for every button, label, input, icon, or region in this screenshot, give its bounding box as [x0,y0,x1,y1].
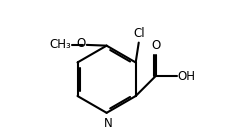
Text: OH: OH [177,70,195,83]
Text: O: O [150,39,159,52]
Text: O: O [76,37,86,50]
Text: CH₃: CH₃ [49,38,71,51]
Text: Cl: Cl [132,27,144,40]
Text: N: N [104,117,112,130]
